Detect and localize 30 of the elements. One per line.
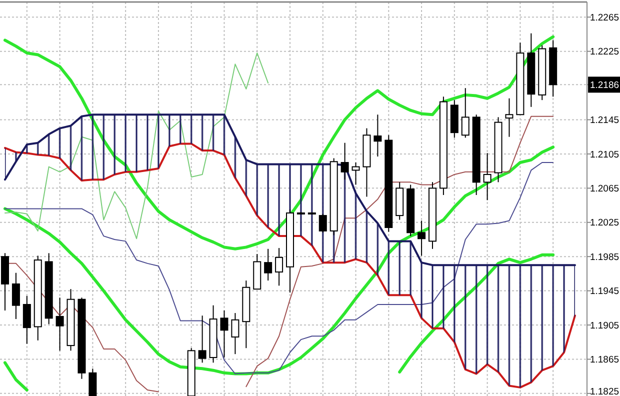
candlestick: [198, 315, 206, 364]
candlestick: [418, 220, 426, 256]
candlestick: [352, 162, 360, 186]
candlestick: [318, 213, 327, 234]
candlestick: [340, 142, 349, 180]
y-tick-label: 1.2145: [590, 115, 620, 126]
candlestick: [220, 310, 228, 358]
y-tick-label: 1.1905: [590, 320, 620, 332]
y-tick-label: 1.2265: [590, 12, 620, 24]
y-tick-label: 1.2065: [590, 183, 620, 194]
line-series: [4, 114, 576, 266]
y-tick-label: 1.2025: [590, 218, 620, 229]
y-tick-label: 1.2225: [590, 46, 620, 58]
y-tick-label: 1.1865: [590, 354, 620, 366]
y-tick-label: 1.1825: [590, 386, 620, 396]
candlestick: [374, 114, 382, 158]
y-tick-label: 1.1945: [590, 286, 620, 298]
candlestick: [231, 312, 240, 355]
candlestick: [505, 98, 514, 138]
candlestick: [483, 152, 492, 201]
y-tick-label: 1.2186: [590, 80, 620, 91]
candlestick: [12, 272, 20, 320]
candlestick: [264, 248, 272, 282]
candlestick: [275, 248, 284, 286]
candlestick: [88, 368, 97, 396]
candlestick: [22, 295, 31, 344]
y-tick-label: 1.2105: [590, 149, 620, 160]
y-tick-label: 1.1985: [590, 252, 620, 263]
candlestick: [461, 88, 470, 138]
candlestick: [56, 297, 64, 352]
